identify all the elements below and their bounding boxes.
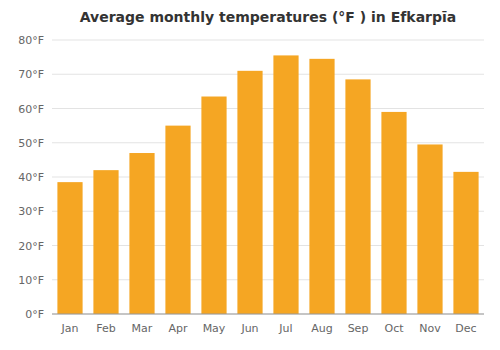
y-tick-label: 20°F [18, 240, 44, 253]
y-tick-label: 30°F [18, 205, 44, 218]
grid-line [52, 142, 484, 143]
x-tick-label: Oct [384, 322, 404, 335]
bar [93, 170, 118, 314]
x-tick-label: Apr [168, 322, 188, 335]
y-tick-label: 40°F [18, 171, 44, 184]
chart-container: Average monthly temperatures (°F ) in Ef… [0, 0, 500, 350]
grid-line [52, 74, 484, 75]
y-tick-label: 10°F [18, 274, 44, 287]
bar [57, 182, 82, 314]
bar [309, 59, 334, 314]
chart: Average monthly temperatures (°F ) in Ef… [0, 0, 500, 350]
grid-line [52, 314, 484, 315]
bar [201, 97, 226, 314]
y-tick-label: 0°F [25, 308, 44, 321]
x-tick-label: Jan [61, 322, 79, 335]
x-axis-line [52, 314, 484, 315]
x-tick-label: Aug [311, 322, 332, 335]
bar [417, 144, 442, 314]
bar [273, 55, 298, 314]
grid-line [52, 40, 484, 41]
x-tick-label: Nov [419, 322, 441, 335]
bar [381, 112, 406, 314]
grid-line [52, 108, 484, 109]
y-tick-label: 60°F [18, 103, 44, 116]
y-tick-label: 70°F [18, 68, 44, 81]
y-tick-label: 80°F [18, 34, 44, 47]
bars [57, 55, 478, 314]
bar [129, 153, 154, 314]
bar [453, 172, 478, 314]
x-tick-label: Mar [132, 322, 153, 335]
x-tick-label: Jul [278, 322, 292, 335]
y-axis: 0°F 10°F 20°F 30°F 40°F 50°F 60°F 70°F 80°F [18, 34, 484, 321]
x-tick-label: Dec [455, 322, 476, 335]
bar [165, 126, 190, 314]
x-tick-label: Feb [96, 322, 115, 335]
bar [345, 79, 370, 314]
x-tick-label: May [203, 322, 226, 335]
x-axis: Jan Feb Mar Apr May Jun Jul Aug Sep Oct Nov Dec [52, 314, 484, 335]
bar [237, 71, 262, 314]
title: Average monthly temperatures (°F ) in Ef… [80, 9, 457, 25]
y-tick-label: 50°F [18, 137, 44, 150]
x-tick-label: Sep [348, 322, 369, 335]
x-tick-label: Jun [240, 322, 258, 335]
